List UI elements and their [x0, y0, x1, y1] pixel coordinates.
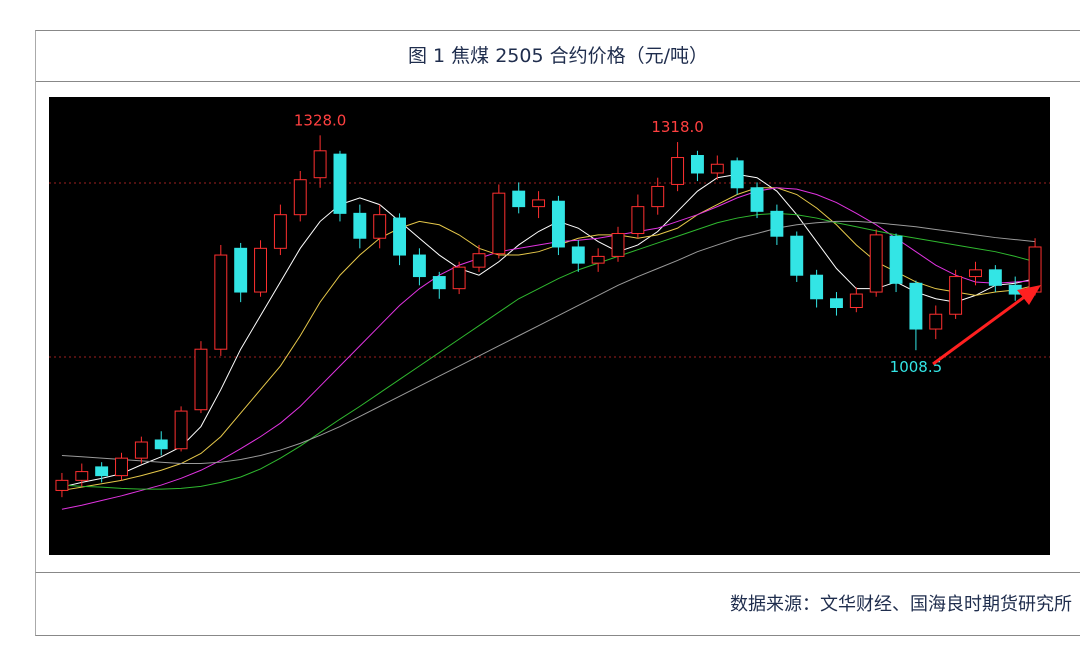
candle-body — [313, 150, 327, 179]
candle-body — [432, 276, 446, 290]
moving-average-line — [61, 212, 1036, 490]
candle-body — [254, 247, 267, 293]
source-note: 数据来源：文华财经、国海良时期货研究所 — [35, 572, 1080, 636]
candle-body — [949, 276, 963, 315]
candle-body — [631, 206, 645, 235]
candle-body — [988, 269, 1002, 286]
candle-body — [412, 254, 426, 278]
candle-body — [353, 212, 367, 239]
candle-body — [969, 269, 982, 278]
candle-body — [214, 254, 228, 350]
candle-body — [810, 274, 824, 300]
candle-body — [1028, 246, 1042, 293]
chart-title: 图 1 焦煤 2505 合约价格（元/吨） — [35, 30, 1080, 82]
candle-body — [730, 160, 744, 189]
candle-body — [889, 235, 903, 284]
candle-body — [115, 457, 128, 477]
candle-body — [373, 214, 387, 239]
candle-body — [174, 410, 188, 450]
candle-body — [830, 298, 843, 309]
candle-body — [492, 192, 506, 255]
annotation: 1318.0 — [651, 118, 704, 136]
candle-body — [551, 200, 565, 248]
candle-body — [293, 179, 307, 216]
candle-body — [134, 441, 148, 459]
candle-body — [929, 313, 943, 330]
candle-body — [770, 210, 784, 237]
candle-body — [452, 266, 466, 290]
candle-body — [611, 233, 625, 257]
candle-body — [393, 217, 407, 256]
annotation: 1008.5 — [890, 358, 943, 376]
candle-body — [472, 253, 486, 268]
candle-body — [571, 246, 585, 264]
candle-body — [710, 163, 724, 174]
candle-body — [849, 293, 863, 309]
candle-body — [909, 282, 923, 330]
candle-body — [591, 255, 605, 264]
candle-body — [75, 471, 89, 481]
candle-body — [671, 157, 685, 185]
candle-body — [690, 155, 704, 174]
candle-body — [512, 190, 526, 208]
candle-body — [273, 214, 287, 249]
candle-body — [234, 247, 248, 293]
annotation: 1328.0 — [294, 111, 347, 129]
candle-body — [532, 199, 546, 208]
candle-body — [333, 153, 347, 214]
candle-body — [750, 187, 764, 212]
moving-average-line — [61, 220, 1036, 465]
chart-frame — [35, 81, 1080, 572]
candle-body — [55, 479, 69, 491]
arrow — [932, 285, 1041, 366]
chart: 1328.0 1318.0 1008.5 — [49, 97, 1050, 555]
candle-body — [194, 348, 208, 411]
candle-body — [154, 439, 168, 450]
candle-body — [869, 234, 883, 293]
candle-body — [651, 185, 665, 208]
candle-body — [790, 235, 804, 276]
candle-body — [95, 466, 109, 477]
